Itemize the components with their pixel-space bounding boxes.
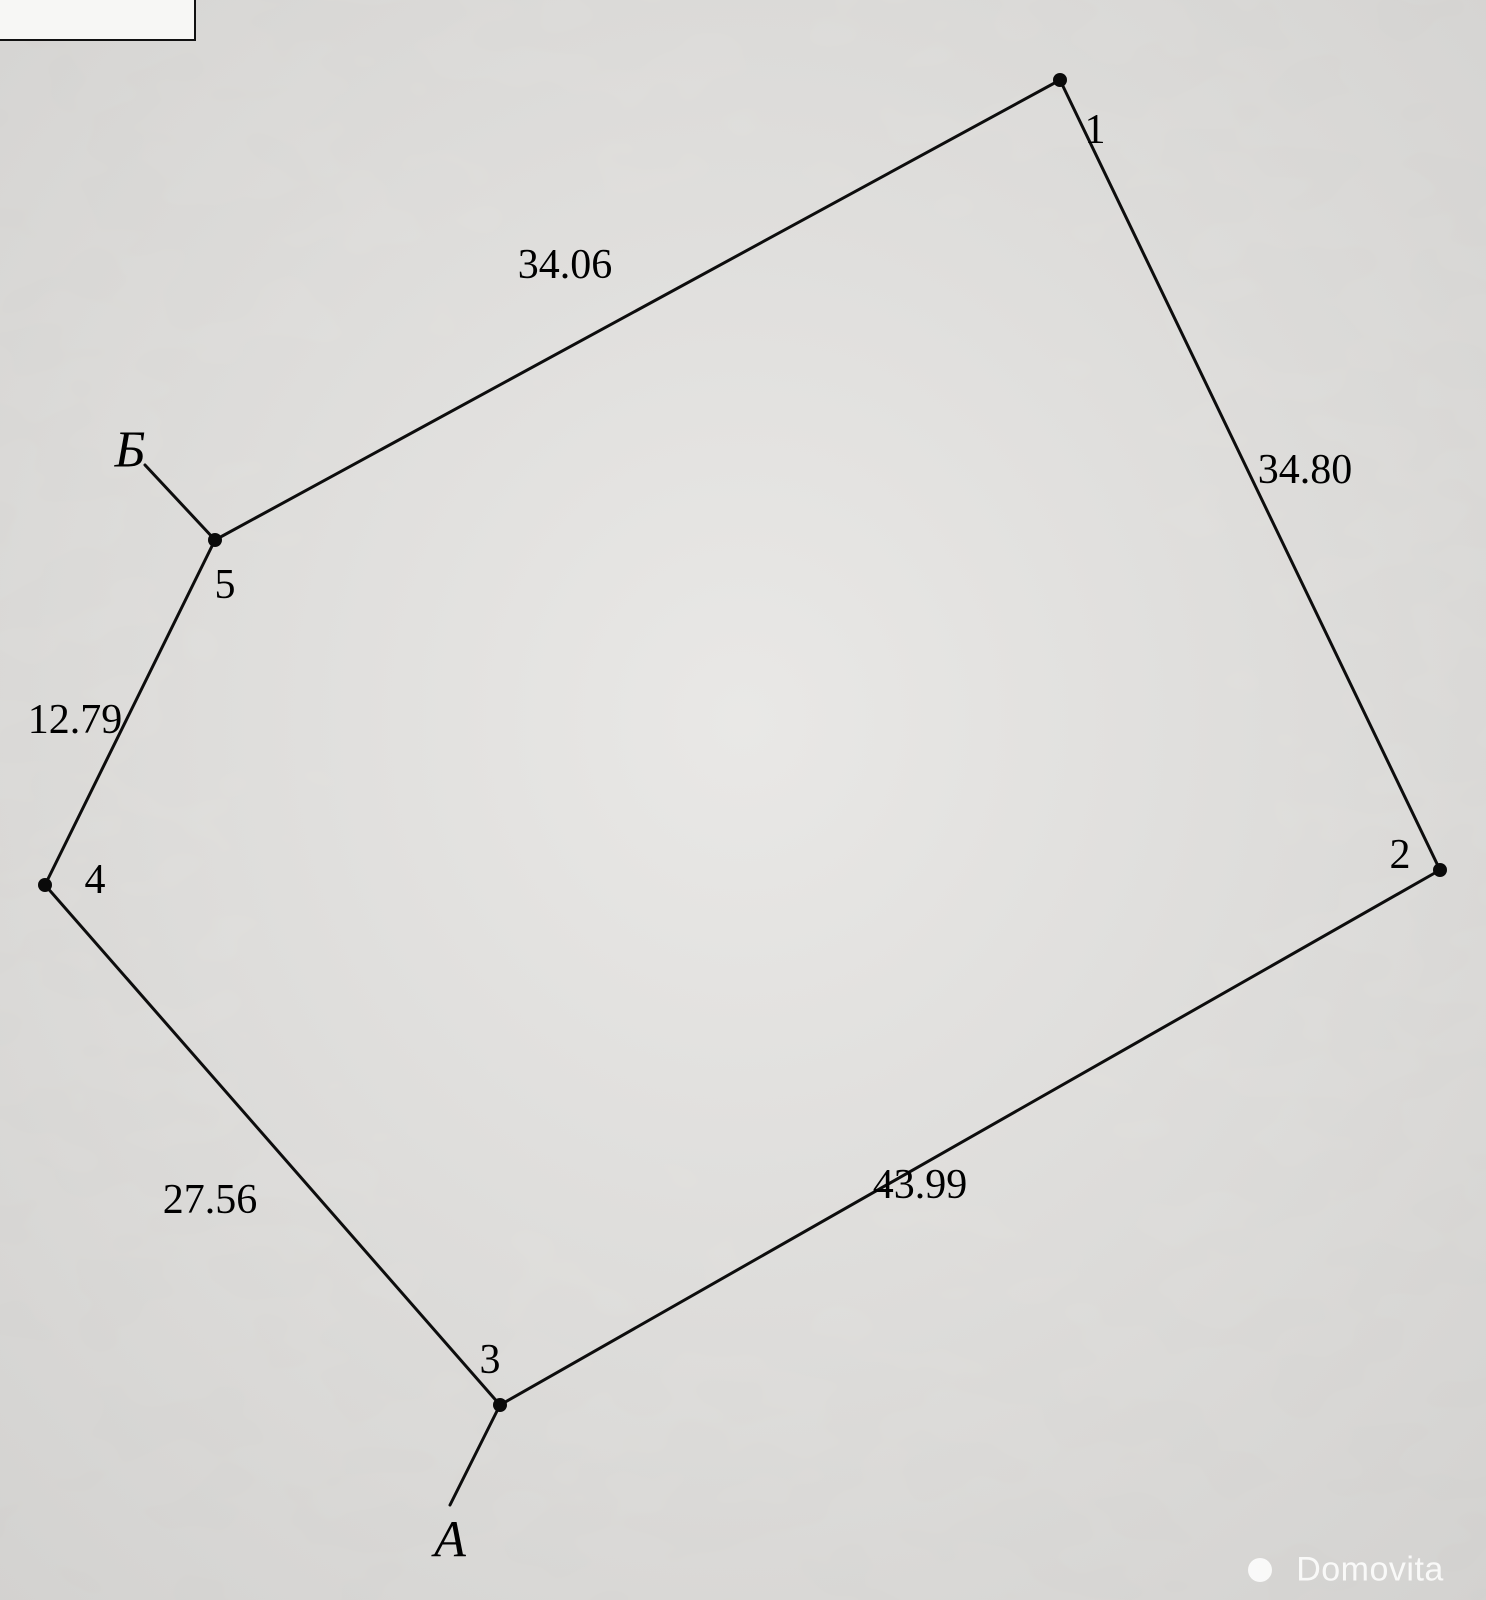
edge-length-1-2: 34.80 — [1258, 446, 1353, 494]
corner-box-fill — [0, 0, 195, 40]
marker-letter-А: А — [434, 1511, 466, 1570]
watermark-text: Domovita — [1296, 1551, 1444, 1590]
marker-letter-Б: Б — [115, 421, 146, 480]
edge-length-3-4: 27.56 — [163, 1176, 258, 1224]
vertex-dot-5 — [208, 533, 222, 547]
vertex-dot-3 — [493, 1398, 507, 1412]
edge-length-2-3: 43.99 — [873, 1161, 968, 1209]
edge-length-4-5: 12.79 — [28, 696, 123, 744]
vertex-dot-1 — [1053, 73, 1067, 87]
watermark-dot-icon — [1248, 1558, 1272, 1582]
vertex-dot-2 — [1433, 863, 1447, 877]
vertex-label-4: 4 — [85, 856, 106, 904]
vertex-dot-4 — [38, 878, 52, 892]
edge-length-5-1: 34.06 — [518, 241, 613, 289]
vertex-label-1: 1 — [1085, 106, 1106, 154]
diagram-stage: 1 2 3 4 5 34.80 43.99 27.56 12.79 34.06 Б А Domovita — [0, 0, 1486, 1600]
diagram-svg — [0, 0, 1486, 1600]
vertex-label-5: 5 — [215, 561, 236, 609]
vertex-label-3: 3 — [480, 1336, 501, 1384]
paper-noise — [0, 0, 1486, 1600]
vertex-label-2: 2 — [1390, 831, 1411, 879]
